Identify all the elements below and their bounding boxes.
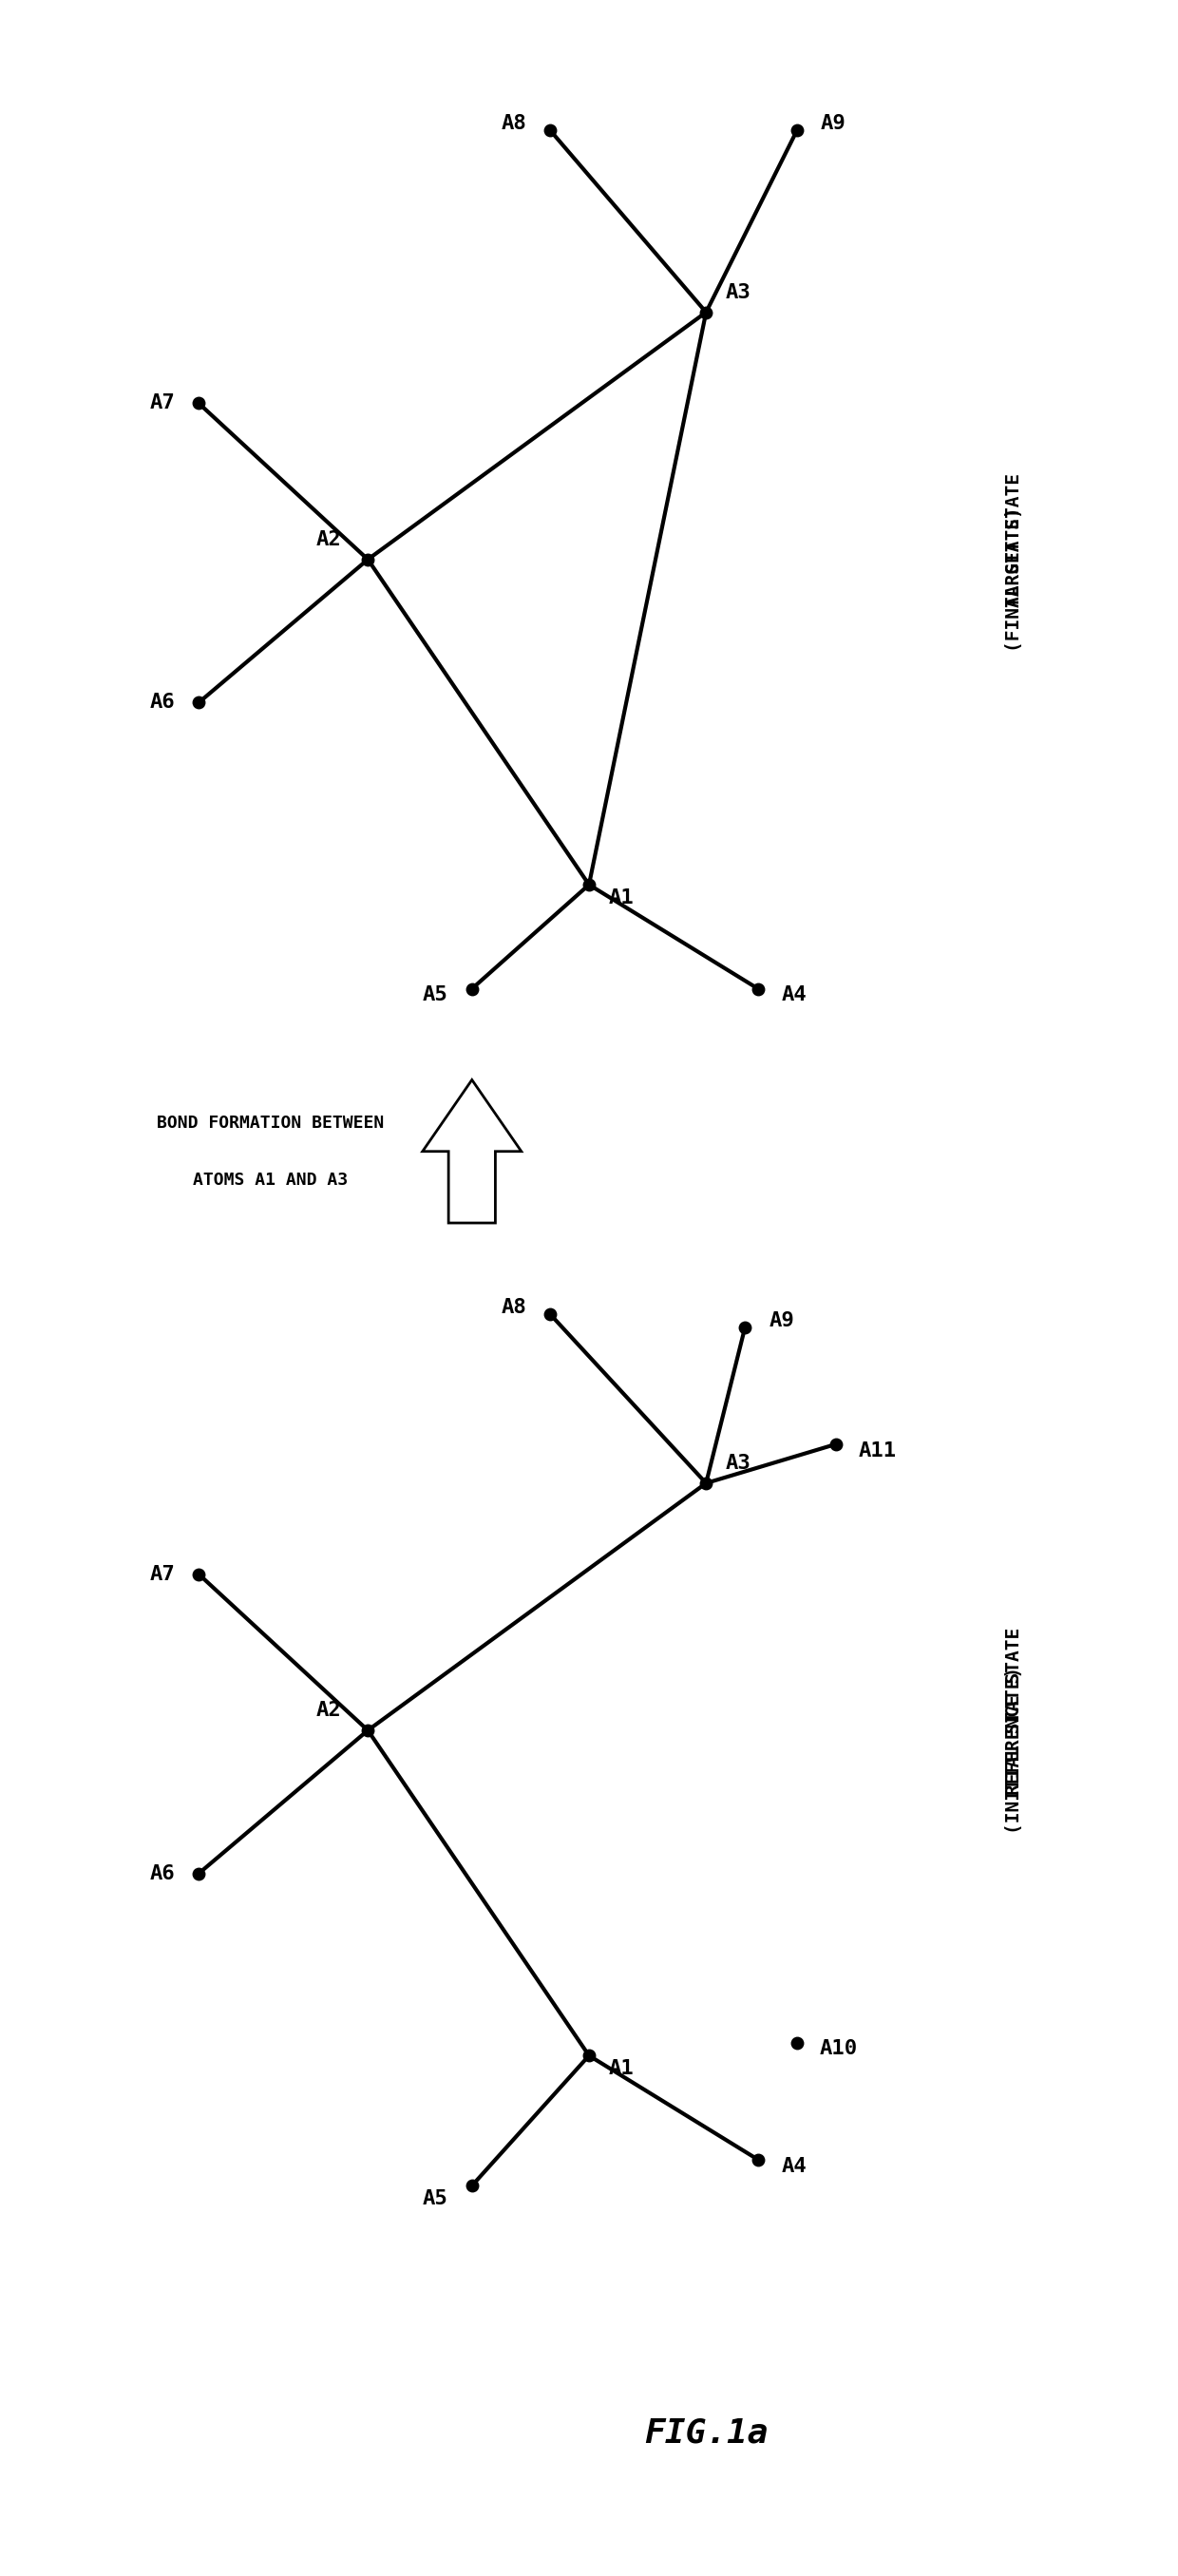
Text: A11: A11 (859, 1440, 896, 1461)
Text: A8: A8 (501, 1298, 527, 1316)
Text: FIG.1a: FIG.1a (644, 2416, 768, 2450)
Text: A6: A6 (150, 1865, 176, 1883)
Text: ATOMS A1 AND A3: ATOMS A1 AND A3 (193, 1172, 348, 1188)
Text: A9: A9 (821, 113, 846, 134)
Text: A4: A4 (782, 2156, 807, 2177)
Text: A9: A9 (769, 1311, 794, 1329)
Text: A2: A2 (316, 1700, 342, 1721)
Text: A10: A10 (820, 2040, 858, 2058)
Text: A4: A4 (782, 987, 807, 1005)
Text: A5: A5 (423, 987, 448, 1005)
Text: A7: A7 (150, 1564, 176, 1584)
Text: BOND FORMATION BETWEEN: BOND FORMATION BETWEEN (157, 1115, 384, 1131)
Text: TARGET STATE: TARGET STATE (1005, 474, 1024, 608)
Text: A7: A7 (150, 394, 176, 412)
Text: A3: A3 (726, 283, 752, 301)
Text: (INITIAL STATE): (INITIAL STATE) (1005, 1667, 1024, 1834)
Text: A1: A1 (609, 889, 634, 907)
Text: A5: A5 (423, 2190, 448, 2208)
Text: A1: A1 (609, 2058, 634, 2079)
Text: A2: A2 (316, 531, 342, 549)
Text: A6: A6 (150, 693, 176, 711)
Text: REFERENCE STATE: REFERENCE STATE (1005, 1628, 1024, 1795)
Polygon shape (423, 1079, 522, 1224)
Text: A8: A8 (501, 113, 527, 134)
Text: (FINAL STATE): (FINAL STATE) (1005, 507, 1024, 652)
Text: A3: A3 (726, 1453, 752, 1473)
